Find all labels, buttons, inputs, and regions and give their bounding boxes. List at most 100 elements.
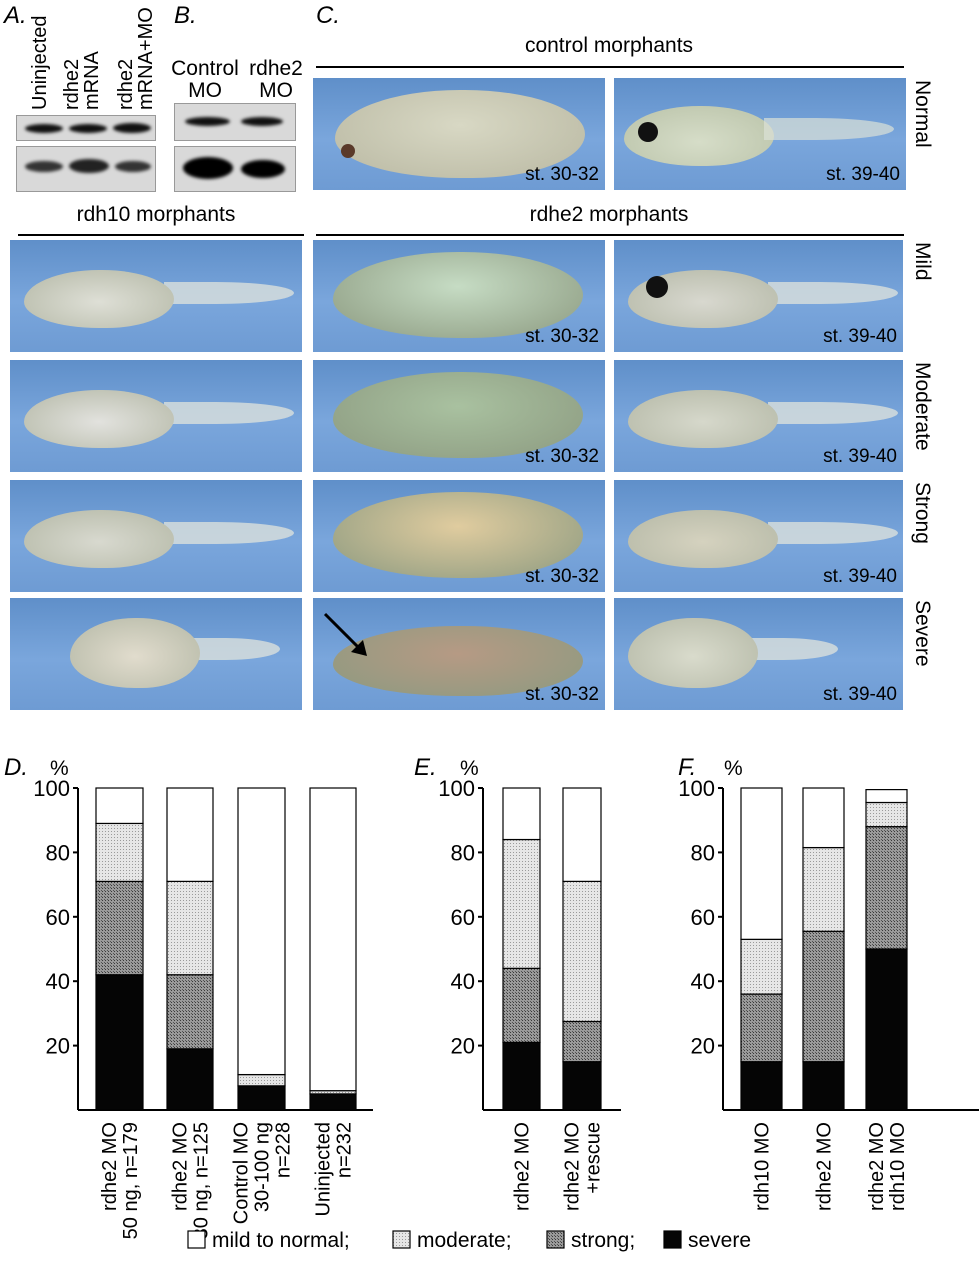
- embryo-photo-mild-rdhe2-early: st. 30-32: [313, 240, 605, 352]
- category-label: Control MO: [231, 1122, 253, 1224]
- y-tick-label: 80: [451, 840, 475, 865]
- embryo-photo-severe-rdh10: [10, 598, 302, 710]
- chart-panel-label: D.: [4, 754, 28, 781]
- bar-segment-strong: [740, 993, 783, 1063]
- bar-segment-moderate: [865, 801, 908, 828]
- y-tick-label: 60: [451, 905, 475, 930]
- legend-label-moderate: moderate;: [417, 1229, 512, 1252]
- bar-segment-strong: [166, 974, 214, 1050]
- bar-segment-severe: [237, 1085, 286, 1111]
- stage-label: st. 39-40: [823, 684, 897, 705]
- header-rule: [316, 66, 904, 68]
- embryo-photo-moderate-rdh10: [10, 360, 302, 472]
- bar-segment-mild-to-normal: [309, 787, 357, 1092]
- western-blot-b-bottom: [174, 146, 296, 192]
- embryo-photo-strong-rdhe2-late: st. 39-40: [614, 480, 903, 592]
- western-blot-a-top: [16, 115, 156, 141]
- y-tick-label: 40: [46, 969, 70, 994]
- bar-segment-mild-to-normal: [502, 787, 541, 841]
- category-label: n=232: [334, 1122, 356, 1178]
- bar-segment-strong: [95, 880, 144, 976]
- panel-b-label: B.: [174, 2, 197, 29]
- stage-label: st. 30-32: [525, 566, 599, 587]
- embryo-photo-mild-rdhe2-late: st. 39-40: [614, 240, 903, 352]
- western-blot-a-bottom: [16, 146, 156, 192]
- category-label: 30-100 ng: [252, 1122, 274, 1212]
- stage-label: st. 39-40: [823, 566, 897, 587]
- category-label: rdh10 MO: [752, 1122, 774, 1211]
- chart-panel-label: E.: [414, 754, 437, 781]
- bar-segment-severe: [802, 1061, 845, 1111]
- y-tick-label: 100: [33, 776, 70, 801]
- category-label: rdhe2 MO: [866, 1122, 888, 1211]
- y-tick-label: 80: [46, 840, 70, 865]
- bar-segment-severe: [562, 1061, 602, 1111]
- bar-segment-mild-to-normal: [237, 787, 286, 1076]
- bar-segment-severe: [309, 1093, 357, 1111]
- stage-label: st. 30-32: [525, 326, 599, 347]
- category-label: 50 ng, n=179: [120, 1122, 142, 1239]
- header-rdh10-morphants: rdh10 morphants: [76, 203, 236, 226]
- legend-label-strong: strong;: [571, 1229, 635, 1252]
- category-label: rdhe2 MO: [99, 1122, 121, 1211]
- legend-swatch-mild: [187, 1230, 206, 1249]
- bar-segment-mild-to-normal: [740, 787, 783, 940]
- legend-label-mild: mild to normal;: [212, 1229, 350, 1252]
- bar-segment-strong: [562, 1020, 602, 1063]
- category-label: rdhe2 MO: [512, 1122, 534, 1211]
- embryo-photo-control-early: st. 30-32: [313, 78, 605, 190]
- bar-segment-severe: [502, 1041, 541, 1111]
- embryo-photo-moderate-rdhe2-late: st. 39-40: [614, 360, 903, 472]
- bar-segment-severe: [740, 1061, 783, 1111]
- y-tick-label: 80: [691, 840, 715, 865]
- stage-label: st. 30-32: [525, 446, 599, 467]
- legend-swatch-moderate: [392, 1230, 411, 1249]
- y-tick-label: 100: [438, 776, 475, 801]
- y-tick-label: 40: [451, 969, 475, 994]
- bar-segment-moderate: [166, 880, 214, 976]
- lane-label-line: MO: [188, 79, 222, 102]
- category-label: Uninjected: [313, 1122, 335, 1217]
- bar-segment-moderate: [802, 846, 845, 932]
- bar-segment-moderate: [562, 880, 602, 1023]
- bar-segment-mild-to-normal: [95, 787, 144, 825]
- category-label: n=228: [273, 1122, 295, 1178]
- y-axis-label: %: [50, 757, 69, 780]
- header-rule: [18, 234, 304, 236]
- header-control-morphants: control morphants: [524, 34, 694, 57]
- lane-label-line: Control: [171, 57, 239, 80]
- arrow-icon: [323, 612, 367, 656]
- bar-segment-strong: [865, 826, 908, 950]
- category-label: rdh10 MO: [887, 1122, 909, 1211]
- bar-segment-strong: [802, 930, 845, 1063]
- bar-segment-moderate: [237, 1073, 286, 1087]
- western-blot-b-top: [174, 103, 296, 141]
- bar-segment-mild-to-normal: [166, 787, 214, 882]
- category-label: rdhe2 MO: [170, 1122, 192, 1211]
- bar-segment-moderate: [502, 838, 541, 969]
- y-tick-label: 60: [46, 905, 70, 930]
- embryo-photo-strong-rdh10: [10, 480, 302, 592]
- stage-label: st. 39-40: [826, 164, 900, 185]
- lane-label-rdhe2-mo: rdhe2 MO: [245, 58, 307, 102]
- stage-label: st. 30-32: [525, 164, 599, 185]
- header-rule: [316, 234, 904, 236]
- bar-segment-mild-to-normal: [562, 787, 602, 882]
- embryo-photo-strong-rdhe2-early: st. 30-32: [313, 480, 605, 592]
- panel-c-label: C.: [316, 2, 340, 29]
- y-tick-label: 100: [678, 776, 715, 801]
- bar-segment-severe: [166, 1048, 214, 1111]
- category-label: +rescue: [583, 1122, 605, 1194]
- y-axis-label: %: [460, 757, 479, 780]
- embryo-photo-severe-rdhe2-early: st. 30-32: [313, 598, 605, 710]
- bar-segment-severe: [865, 948, 908, 1111]
- y-tick-label: 20: [451, 1034, 475, 1059]
- legend-label-severe: severe: [688, 1229, 751, 1252]
- category-label: rdhe2 MO: [562, 1122, 584, 1211]
- lane-label-line: MO: [259, 79, 293, 102]
- embryo-photo-severe-rdhe2-late: st. 39-40: [614, 598, 903, 710]
- bar-segment-severe: [95, 974, 144, 1111]
- y-tick-label: 40: [691, 969, 715, 994]
- y-tick-label: 20: [46, 1034, 70, 1059]
